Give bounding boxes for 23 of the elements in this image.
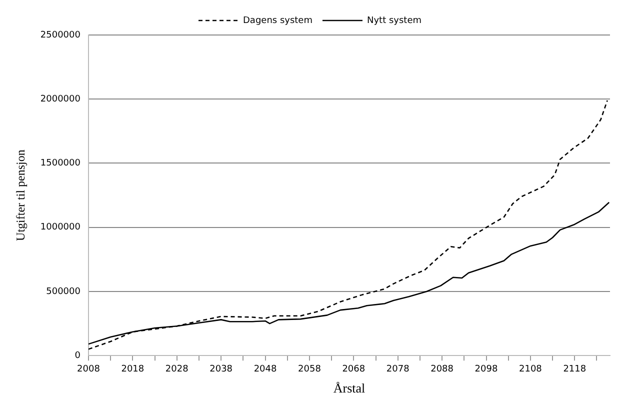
y-tick-label: 2500000 <box>40 30 81 40</box>
y-tick-label: 0 <box>74 350 81 361</box>
x-tick-label: 2108 <box>518 364 542 374</box>
x-tick-label: 2058 <box>298 364 322 374</box>
y-tick-label: 1000000 <box>40 222 81 233</box>
legend-label: Nytt system <box>366 16 422 26</box>
y-tick-label: 1500000 <box>40 158 81 169</box>
x-tick-label: 2018 <box>121 364 144 374</box>
x-tick-label: 2048 <box>254 364 277 374</box>
x-tick-label: 2068 <box>342 364 366 374</box>
y-tick-label: 500000 <box>46 286 81 297</box>
x-tick-label: 2078 <box>386 364 410 374</box>
x-tick-label: 2118 <box>563 364 586 374</box>
line-series <box>88 100 608 350</box>
x-tick-label: 2098 <box>474 364 498 374</box>
x-tick-label: 2008 <box>77 364 100 374</box>
x-tick-label: 2028 <box>165 364 189 374</box>
y-tick-label: 2000000 <box>40 94 81 104</box>
y-axis-title: Utgifter til pensjon <box>13 150 28 241</box>
x-axis-title: Årstal <box>333 380 366 396</box>
x-tick-label: 2088 <box>430 364 454 374</box>
legend-label: Dagens system <box>243 16 312 26</box>
x-tick-label: 2038 <box>210 364 233 374</box>
